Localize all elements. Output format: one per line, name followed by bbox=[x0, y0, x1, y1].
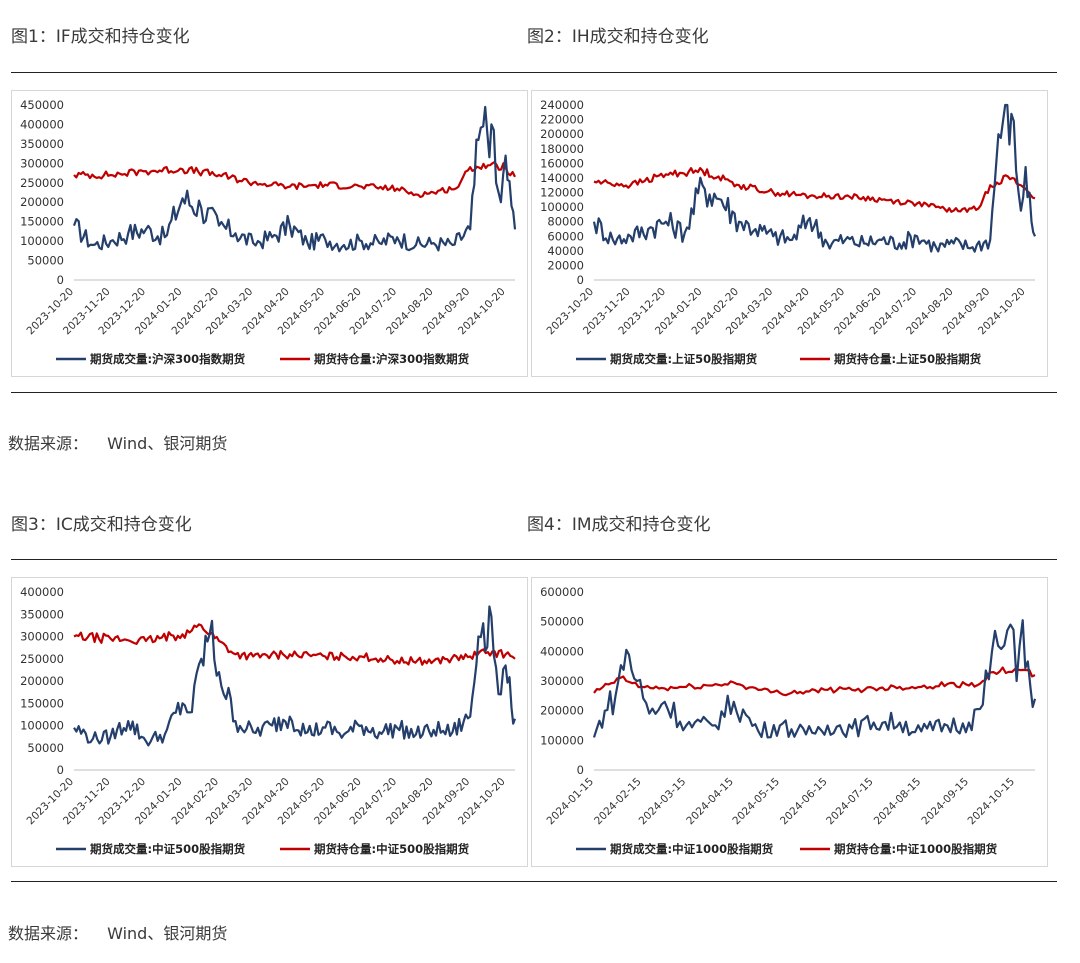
chart-panel-if: 450000 400000 350000 300000 250000 200000 1500… bbox=[11, 90, 528, 377]
y-tick-label: 150000 bbox=[20, 696, 64, 710]
y-tick-label: 0 bbox=[57, 763, 64, 777]
legend-label: 期货持仓量:中证1000股指期货 bbox=[834, 842, 998, 856]
source-label: 数据来源： bbox=[8, 924, 89, 943]
y-tick-label: 200000 bbox=[20, 195, 64, 209]
y-tick-label: 50000 bbox=[27, 741, 64, 755]
source-note: 数据来源： Wind、银河期货 bbox=[8, 920, 227, 944]
source-text: Wind、银河期货 bbox=[107, 924, 228, 943]
source-label: 数据来源： bbox=[8, 434, 89, 453]
y-tick-label: 300000 bbox=[20, 156, 64, 170]
chart-title-im: 图4：IM成交和持仓变化 bbox=[527, 515, 711, 535]
series-line-open-interest bbox=[593, 666, 1036, 697]
divider bbox=[11, 72, 1057, 73]
y-tick-label: 20000 bbox=[547, 258, 584, 272]
divider bbox=[11, 392, 1057, 393]
chart-im: 6000005000004000003000002000001000000202… bbox=[540, 585, 1037, 856]
y-tick-label: 600000 bbox=[540, 585, 584, 599]
y-tick-label: 180000 bbox=[540, 142, 584, 156]
y-tick-label: 500000 bbox=[540, 615, 584, 629]
legend-label: 期货持仓量:沪深300指数期货 bbox=[314, 352, 470, 366]
y-tick-label: 150000 bbox=[20, 215, 64, 229]
y-tick-label: 0 bbox=[577, 763, 584, 777]
x-tick-label: 2024-02-15 bbox=[592, 776, 644, 828]
y-tick-label: 160000 bbox=[540, 156, 584, 170]
y-tick-label: 200000 bbox=[20, 674, 64, 688]
source-text: Wind、银河期货 bbox=[107, 434, 228, 453]
x-tick-label: 2024-07-15 bbox=[824, 776, 876, 828]
y-tick-label: 220000 bbox=[540, 113, 584, 127]
source-note: 数据来源： Wind、银河期货 bbox=[8, 430, 227, 454]
y-tick-label: 100000 bbox=[540, 200, 584, 214]
series-line-volume bbox=[73, 605, 517, 747]
legend-label: 期货持仓量:中证500股指期货 bbox=[314, 842, 470, 856]
x-tick-label: 2024-03-15 bbox=[637, 776, 689, 828]
series-line-open-interest bbox=[73, 161, 516, 199]
series-line-volume bbox=[72, 105, 517, 253]
legend-label: 期货成交量:中证1000股指期货 bbox=[610, 842, 774, 856]
x-tick-label: 2024-08-15 bbox=[872, 776, 924, 828]
y-tick-label: 300000 bbox=[20, 630, 64, 644]
y-tick-label: 200000 bbox=[540, 704, 584, 718]
divider bbox=[11, 559, 1057, 560]
y-tick-label: 120000 bbox=[540, 186, 584, 200]
series-line-open-interest bbox=[593, 167, 1036, 213]
y-tick-label: 0 bbox=[57, 273, 64, 287]
x-tick-label: 2024-10-15 bbox=[966, 776, 1018, 828]
y-tick-label: 60000 bbox=[547, 229, 584, 243]
divider bbox=[11, 881, 1057, 882]
y-tick-label: 250000 bbox=[20, 652, 64, 666]
y-tick-label: 140000 bbox=[540, 171, 584, 185]
chart-title-ic: 图3：IC成交和持仓变化 bbox=[11, 515, 192, 535]
chart-ic: 400000 350000 300000 250000 200000 150000 1000… bbox=[20, 585, 517, 856]
chart-title-if: 图1：IF成交和持仓变化 bbox=[11, 27, 190, 47]
x-tick-label: 2024-05-15 bbox=[730, 776, 782, 828]
y-tick-label: 100000 bbox=[540, 733, 584, 747]
y-tick-label: 50000 bbox=[27, 254, 64, 268]
x-tick-label: 2024-04-15 bbox=[684, 776, 736, 828]
y-tick-label: 200000 bbox=[540, 127, 584, 141]
y-tick-label: 100000 bbox=[20, 234, 64, 248]
series-line-open-interest bbox=[73, 623, 516, 666]
x-tick-label: 2024-01-15 bbox=[544, 776, 596, 828]
y-tick-label: 300000 bbox=[540, 674, 584, 688]
y-tick-label: 80000 bbox=[547, 215, 584, 229]
x-tick-label: 2024-09-15 bbox=[919, 776, 971, 828]
chart-if: 450000 400000 350000 300000 250000 200000 1500… bbox=[20, 98, 517, 366]
y-tick-label: 250000 bbox=[20, 176, 64, 190]
x-tick-label: 2024-06-15 bbox=[778, 776, 830, 828]
y-tick-label: 0 bbox=[577, 273, 584, 287]
chart-panel-ih: 240000 220000 200000 180000 160000 140000 1200… bbox=[531, 90, 1048, 377]
series-line-volume bbox=[592, 103, 1037, 253]
y-tick-label: 400000 bbox=[20, 117, 64, 131]
legend-label: 期货成交量:上证50股指期货 bbox=[610, 352, 758, 366]
legend-label: 期货成交量:中证500股指期货 bbox=[90, 842, 246, 856]
y-tick-label: 400000 bbox=[20, 585, 64, 599]
y-tick-label: 350000 bbox=[20, 607, 64, 621]
series-line-volume bbox=[592, 619, 1037, 739]
y-tick-label: 450000 bbox=[20, 98, 64, 112]
chart-title-ih: 图2：IH成交和持仓变化 bbox=[527, 27, 709, 47]
chart-panel-im: 600000 500000 400000 300000 200000 100000 0 202… bbox=[531, 577, 1048, 867]
y-tick-label: 40000 bbox=[547, 244, 584, 258]
y-tick-label: 350000 bbox=[20, 137, 64, 151]
chart-ih: 2400002200002000001800001600001400001200… bbox=[540, 98, 1037, 366]
y-tick-label: 400000 bbox=[540, 644, 584, 658]
y-tick-label: 240000 bbox=[540, 98, 584, 112]
legend-label: 期货持仓量:上证50股指期货 bbox=[834, 352, 982, 366]
y-tick-label: 100000 bbox=[20, 719, 64, 733]
chart-panel-ic: 400000 350000 300000 250000 200000 150000 1000… bbox=[11, 577, 528, 867]
legend-label: 期货成交量:沪深300指数期货 bbox=[90, 352, 246, 366]
